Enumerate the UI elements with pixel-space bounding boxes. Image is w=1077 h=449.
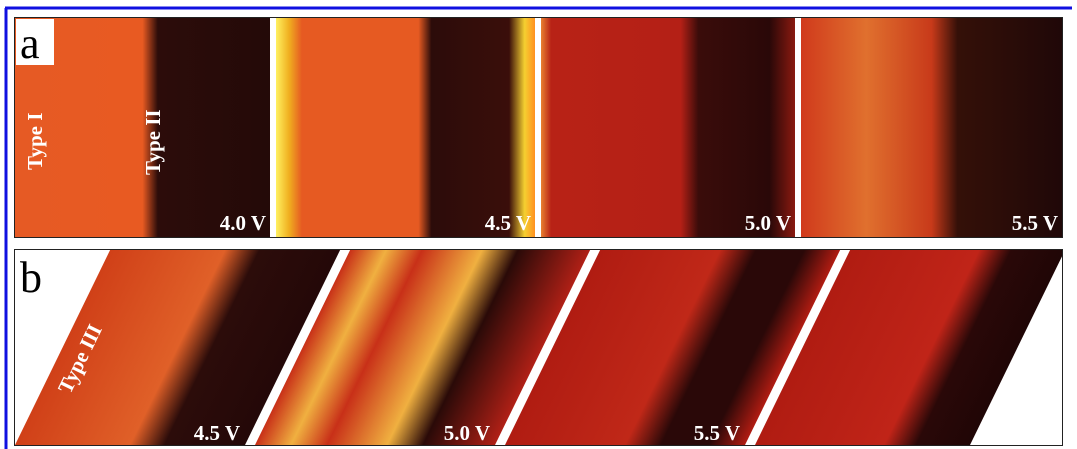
panel-label: a [20,19,40,68]
voltage-label: 4.5 V [194,421,240,445]
voltage-label: 5.0 V [745,211,791,235]
figure: a Type I Type II 4.0 V 4.5 V 5.0 V 5.5 V… [0,0,1077,449]
gap [795,18,801,237]
voltage-label: 5.5 V [1012,211,1058,235]
image [541,18,795,237]
voltage-label: 6.0 V [1014,421,1060,445]
voltage-label: 4.0 V [220,211,266,235]
image [801,18,1062,237]
voltage-label: 5.0 V [444,421,490,445]
panel-label: b [20,253,42,302]
annotation: Type I [23,113,47,170]
voltage-label: 5.5 V [694,421,740,445]
image [276,18,535,237]
gap [535,18,541,237]
annotation: Type II [141,109,165,175]
voltage-label: 4.5 V [485,211,531,235]
gap [270,18,276,237]
